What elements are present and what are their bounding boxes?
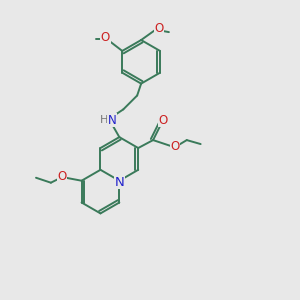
Text: O: O — [158, 114, 168, 127]
Text: O: O — [101, 31, 110, 44]
Text: N: N — [108, 114, 117, 127]
Text: N: N — [115, 176, 124, 189]
Text: O: O — [170, 140, 179, 152]
Text: H: H — [100, 115, 109, 125]
Text: O: O — [154, 22, 164, 34]
Text: O: O — [57, 170, 66, 183]
